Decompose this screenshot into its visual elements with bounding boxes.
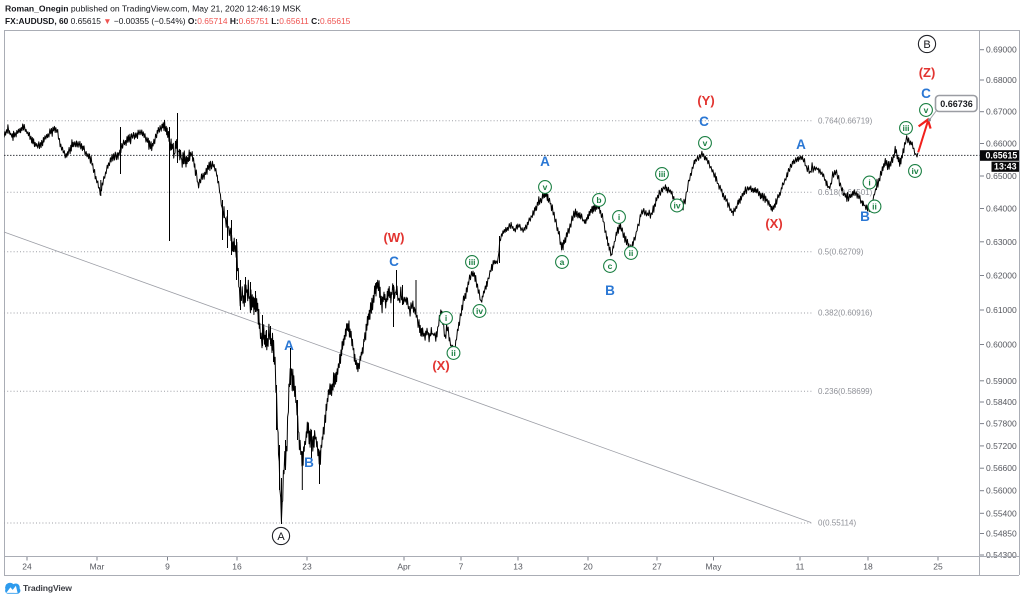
svg-text:0.55400: 0.55400	[986, 508, 1017, 518]
svg-text:18: 18	[863, 562, 873, 572]
svg-text:C: C	[921, 86, 931, 101]
svg-text:c: c	[608, 261, 613, 271]
svg-text:0.63000: 0.63000	[986, 237, 1017, 247]
svg-text:0.57200: 0.57200	[986, 441, 1017, 451]
svg-text:0.56000: 0.56000	[986, 486, 1017, 496]
svg-text:0.56600: 0.56600	[986, 463, 1017, 473]
svg-text:0(0.55114): 0(0.55114)	[818, 519, 856, 528]
svg-text:i: i	[868, 177, 870, 187]
svg-text:0.236(0.58699): 0.236(0.58699)	[818, 387, 873, 396]
svg-text:C: C	[389, 254, 399, 269]
svg-text:7: 7	[459, 562, 464, 572]
svg-text:Roman_Onegin published on Trad: Roman_Onegin published on TradingView.co…	[5, 4, 301, 14]
svg-text:B: B	[605, 283, 615, 298]
svg-text:v: v	[703, 138, 708, 148]
svg-text:0.382(0.60916): 0.382(0.60916)	[818, 309, 873, 318]
svg-text:C: C	[699, 114, 709, 129]
svg-text:27: 27	[652, 562, 662, 572]
svg-text:ii: ii	[451, 348, 456, 358]
svg-text:25: 25	[933, 562, 943, 572]
svg-text:i: i	[618, 212, 620, 222]
svg-text:May: May	[705, 562, 722, 572]
svg-text:0.764(0.66719): 0.764(0.66719)	[818, 116, 873, 125]
svg-text:ii: ii	[629, 248, 634, 258]
svg-text:0.68000: 0.68000	[986, 75, 1017, 85]
svg-text:0.54300: 0.54300	[986, 550, 1017, 560]
svg-text:iv: iv	[673, 200, 680, 210]
svg-text:0.5(0.62709): 0.5(0.62709)	[818, 247, 864, 256]
svg-text:iii: iii	[902, 123, 909, 133]
svg-text:A: A	[796, 137, 806, 152]
svg-text:(Y): (Y)	[697, 93, 714, 108]
svg-text:(X): (X)	[765, 216, 782, 231]
svg-text:ii: ii	[872, 201, 877, 211]
svg-text:TradingView: TradingView	[23, 583, 72, 593]
svg-text:A: A	[540, 154, 550, 169]
svg-text:a: a	[560, 257, 565, 267]
svg-text:b: b	[596, 195, 601, 205]
svg-text:0.66736: 0.66736	[940, 99, 973, 109]
svg-text:v: v	[543, 182, 548, 192]
svg-text:(Z): (Z)	[919, 65, 936, 80]
svg-text:iii: iii	[468, 257, 475, 267]
svg-text:A: A	[277, 531, 285, 543]
svg-text:(X): (X)	[432, 358, 449, 373]
svg-text:B: B	[304, 455, 314, 470]
svg-text:0.618(0.64501): 0.618(0.64501)	[818, 188, 873, 197]
svg-text:0.66000: 0.66000	[986, 139, 1017, 149]
svg-text:0.67000: 0.67000	[986, 107, 1017, 117]
svg-text:9: 9	[165, 562, 170, 572]
svg-text:iv: iv	[911, 166, 918, 176]
svg-text:0.65000: 0.65000	[986, 171, 1017, 181]
svg-text:23: 23	[302, 562, 312, 572]
svg-text:20: 20	[583, 562, 593, 572]
svg-text:iii: iii	[658, 169, 665, 179]
svg-text:iv: iv	[476, 306, 483, 316]
svg-text:i: i	[445, 313, 447, 323]
svg-text:0.59000: 0.59000	[986, 376, 1017, 386]
svg-text:0.65615: 0.65615	[986, 150, 1018, 160]
svg-text:v: v	[924, 105, 929, 115]
svg-text:11: 11	[796, 562, 805, 572]
svg-text:13:43: 13:43	[994, 162, 1017, 172]
svg-text:0.64000: 0.64000	[986, 204, 1017, 214]
svg-text:0.62000: 0.62000	[986, 271, 1017, 281]
svg-text:0.60000: 0.60000	[986, 340, 1017, 350]
svg-text:B: B	[923, 39, 930, 51]
svg-text:16: 16	[232, 562, 242, 572]
svg-text:0.54850: 0.54850	[986, 529, 1017, 539]
svg-text:0.69000: 0.69000	[986, 45, 1017, 55]
svg-text:A: A	[284, 338, 294, 353]
svg-text:Apr: Apr	[397, 562, 410, 572]
svg-text:(W): (W)	[384, 230, 405, 245]
svg-text:0.57800: 0.57800	[986, 419, 1017, 429]
svg-text:24: 24	[22, 562, 32, 572]
svg-text:0.58400: 0.58400	[986, 397, 1017, 407]
svg-text:B: B	[860, 209, 870, 224]
svg-text:FX:AUDUSD, 60 0.65615 ▼ −0.003: FX:AUDUSD, 60 0.65615 ▼ −0.00355 (−0.54%…	[5, 16, 351, 26]
svg-text:Mar: Mar	[90, 562, 105, 572]
svg-text:13: 13	[513, 562, 523, 572]
svg-text:0.61000: 0.61000	[986, 305, 1017, 315]
